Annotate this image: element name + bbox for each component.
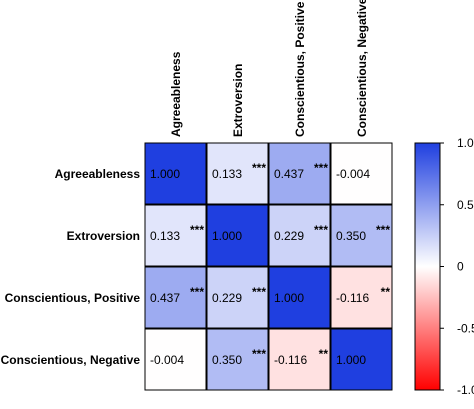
significance-stars: **	[381, 285, 391, 299]
heatmap-cell-0-3	[330, 142, 393, 205]
heatmap-cell-1-3	[330, 204, 393, 267]
row-labels: Agreeableness Extroversion Conscientious, …	[1, 167, 141, 367]
column-label: Conscientious, Negative	[355, 0, 369, 137]
heatmap-cell-0-2	[268, 142, 331, 205]
heatmap-cell-3-3	[330, 328, 393, 391]
cell-value-label: -0.116	[274, 353, 307, 367]
row-label: Conscientious, Negative	[1, 353, 141, 367]
cell-value-label: 1.000	[212, 229, 242, 243]
significance-stars: ***	[252, 285, 266, 299]
column-labels: Agreeableness Extroversion Conscientious, …	[169, 0, 369, 137]
cell-value-label: 0.133	[212, 167, 242, 181]
column-label: Agreeableness	[169, 51, 183, 137]
cell-value-label: 1.000	[274, 291, 304, 305]
colorbar-tick-label: -1.0	[457, 383, 474, 397]
heatmap-cell-2-2	[268, 266, 331, 329]
significance-stars: ***	[314, 223, 328, 237]
heatmap-cell-1-1	[206, 204, 269, 267]
cell-value-label: 1.000	[336, 353, 366, 367]
significance-stars: ***	[190, 285, 204, 299]
cell-value-label: -0.116	[336, 291, 369, 305]
heatmap-cell-2-0	[144, 266, 207, 329]
heatmap-cells: 1.000 0.133 *** 0.437 *** -0.004 0.133 *** 1.000…	[144, 142, 393, 391]
cell-value-label: 0.133	[150, 229, 180, 243]
colorbar: 1.0 0.5 0 -0.5 -1.0	[414, 136, 474, 397]
heatmap-cell-3-0	[144, 328, 207, 391]
column-label: Extroversion	[231, 64, 245, 137]
heatmap-cell-3-2	[268, 328, 331, 391]
heatmap-cell-0-0	[144, 142, 207, 205]
cell-value-label: 1.000	[150, 167, 180, 181]
heatmap-cell-2-3	[330, 266, 393, 329]
cell-value-label: -0.004	[336, 167, 370, 181]
cell-value-label: -0.004	[150, 353, 184, 367]
significance-stars: ***	[376, 223, 390, 237]
heatmap-cell-1-2	[268, 204, 331, 267]
heatmap-cell-0-1	[206, 142, 269, 205]
colorbar-tick-label: -0.5	[457, 321, 474, 335]
cell-value-label: 0.437	[150, 291, 180, 305]
significance-stars: ***	[314, 161, 328, 175]
significance-stars: **	[319, 347, 329, 361]
cell-value-label: 0.437	[274, 167, 304, 181]
heatmap-cell-2-1	[206, 266, 269, 329]
heatmap-cell-3-1	[206, 328, 269, 391]
significance-stars: ***	[190, 223, 204, 237]
cell-value-label: 0.350	[336, 229, 366, 243]
cell-value-label: 0.229	[274, 229, 304, 243]
colorbar-tick-label: 0	[457, 260, 464, 274]
significance-stars: ***	[252, 347, 266, 361]
heatmap-cell-1-0	[144, 204, 207, 267]
row-label: Extroversion	[67, 229, 140, 243]
significance-stars: ***	[252, 161, 266, 175]
row-label: Conscientious, Positive	[5, 291, 141, 305]
column-label: Conscientious, Positive	[293, 1, 307, 137]
cell-value-label: 0.350	[212, 353, 242, 367]
colorbar-gradient	[415, 143, 440, 390]
cell-value-label: 0.229	[212, 291, 242, 305]
row-label: Agreeableness	[55, 167, 141, 181]
colorbar-tick-label: 1.0	[457, 136, 474, 150]
colorbar-tick-label: 0.5	[457, 198, 474, 212]
